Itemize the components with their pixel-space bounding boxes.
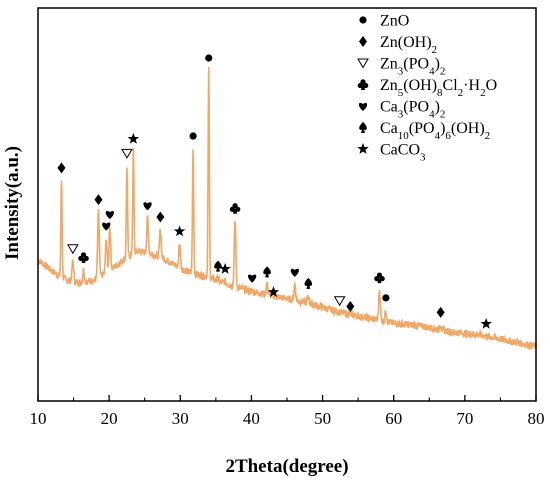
peak-marker-star [480,317,492,329]
peak-marker-star [173,225,186,237]
peak-marker-heart [290,268,299,277]
legend-symbol-triangle-down-open [357,58,369,69]
legend-label: Zn(OH)2 [380,34,437,56]
legend: ZnO Zn(OH)2Zn3(PO4)2Zn5(OH)8Cl2·H2OCa3(PO… [357,13,497,164]
x-tick-label: 30 [172,409,189,428]
y-axis-title: Intensity(a.u.) [2,146,23,260]
legend-label: Ca10(PO4)6(OH)2 [380,120,490,142]
peak-marker-club [78,252,89,263]
peak-marker-diamond [436,306,445,318]
peak-marker-diamond [346,301,355,313]
peak-marker-spade [263,266,271,278]
x-axis: 10 20 30 40 50 60 70 80 [30,395,545,428]
peak-markers [57,54,492,329]
legend-symbol-star [357,143,369,154]
peak-marker-triangle-down-open [333,296,346,307]
peak-marker-heart [248,274,257,283]
legend-symbol-circle [359,16,367,24]
peak-marker-circle [189,132,197,140]
legend-symbol-diamond [359,36,367,47]
peak-marker-circle [382,294,390,302]
peak-marker-star [267,286,280,297]
peak-marker-heart [102,222,111,231]
peak-marker-club [374,272,385,284]
xrd-pattern-line [38,67,536,351]
x-tick-label: 80 [528,409,545,428]
x-tick-label: 50 [314,409,331,428]
legend-label: CaCO3 [380,142,426,164]
peak-marker-star [127,132,140,144]
plot-frame [37,7,537,402]
peak-marker-heart [143,202,152,211]
x-tick-label: 70 [456,409,473,428]
peak-marker-circle [205,54,213,62]
x-axis-title: 2Theta(degree) [225,456,348,477]
peak-marker-club [229,203,241,214]
x-tick-label: 10 [30,409,47,428]
legend-label: ZnO [380,13,409,30]
legend-label: Zn3(PO4)2 [380,56,445,78]
peak-marker-triangle-down-open [121,148,133,159]
legend-label: Zn5(OH)8Cl2·H2O [380,77,497,99]
peak-marker-diamond [94,194,103,206]
x-tick-label: 20 [101,409,118,428]
peak-marker-triangle-down-open [66,244,79,255]
legend-symbol-heart [358,102,368,111]
legend-label: Ca3(PO4)2 [380,99,445,121]
peak-marker-diamond [57,162,66,174]
x-tick-label: 40 [243,409,260,428]
peak-marker-spade [214,260,222,272]
legend-symbol-spade [359,122,367,133]
peak-marker-star [219,262,231,274]
peak-marker-diamond [156,211,165,223]
x-tick-label: 60 [385,409,402,428]
peak-marker-spade [304,277,313,289]
legend-symbol-club [357,79,369,90]
peak-marker-heart [105,210,114,220]
plot-layer [38,67,536,351]
